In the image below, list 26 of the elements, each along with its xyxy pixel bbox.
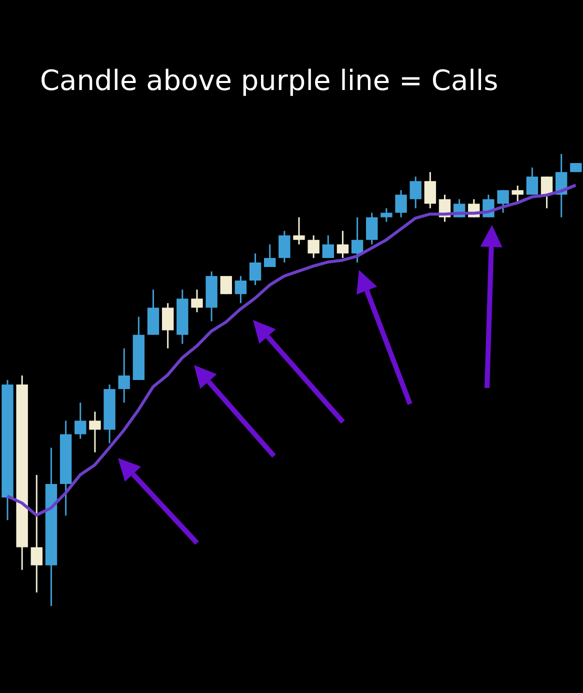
candlestick <box>162 302 174 350</box>
candlestick <box>30 474 42 594</box>
candlestick <box>89 410 101 454</box>
candlestick <box>264 244 276 268</box>
candlestick <box>191 288 203 313</box>
candlestick <box>336 230 349 259</box>
candlestick <box>395 189 407 218</box>
candlestick <box>118 348 130 404</box>
candlestick <box>497 189 509 214</box>
candlestick <box>526 166 538 196</box>
candlestick <box>220 275 232 295</box>
candlestick <box>366 212 378 246</box>
candlestick <box>512 184 524 204</box>
candlestick <box>293 216 305 246</box>
chart-title: Candle above purple line = Calls <box>40 64 498 97</box>
candlestick <box>351 216 364 264</box>
candlestick <box>540 176 553 209</box>
candlestick <box>322 234 334 259</box>
candlestick <box>308 234 320 259</box>
candlestick <box>74 402 86 440</box>
candlestick <box>410 176 422 209</box>
candlestick <box>249 252 262 286</box>
candlestick <box>380 207 392 223</box>
candlestick <box>234 275 247 304</box>
candlestick <box>424 171 436 209</box>
candlestick <box>278 230 290 264</box>
